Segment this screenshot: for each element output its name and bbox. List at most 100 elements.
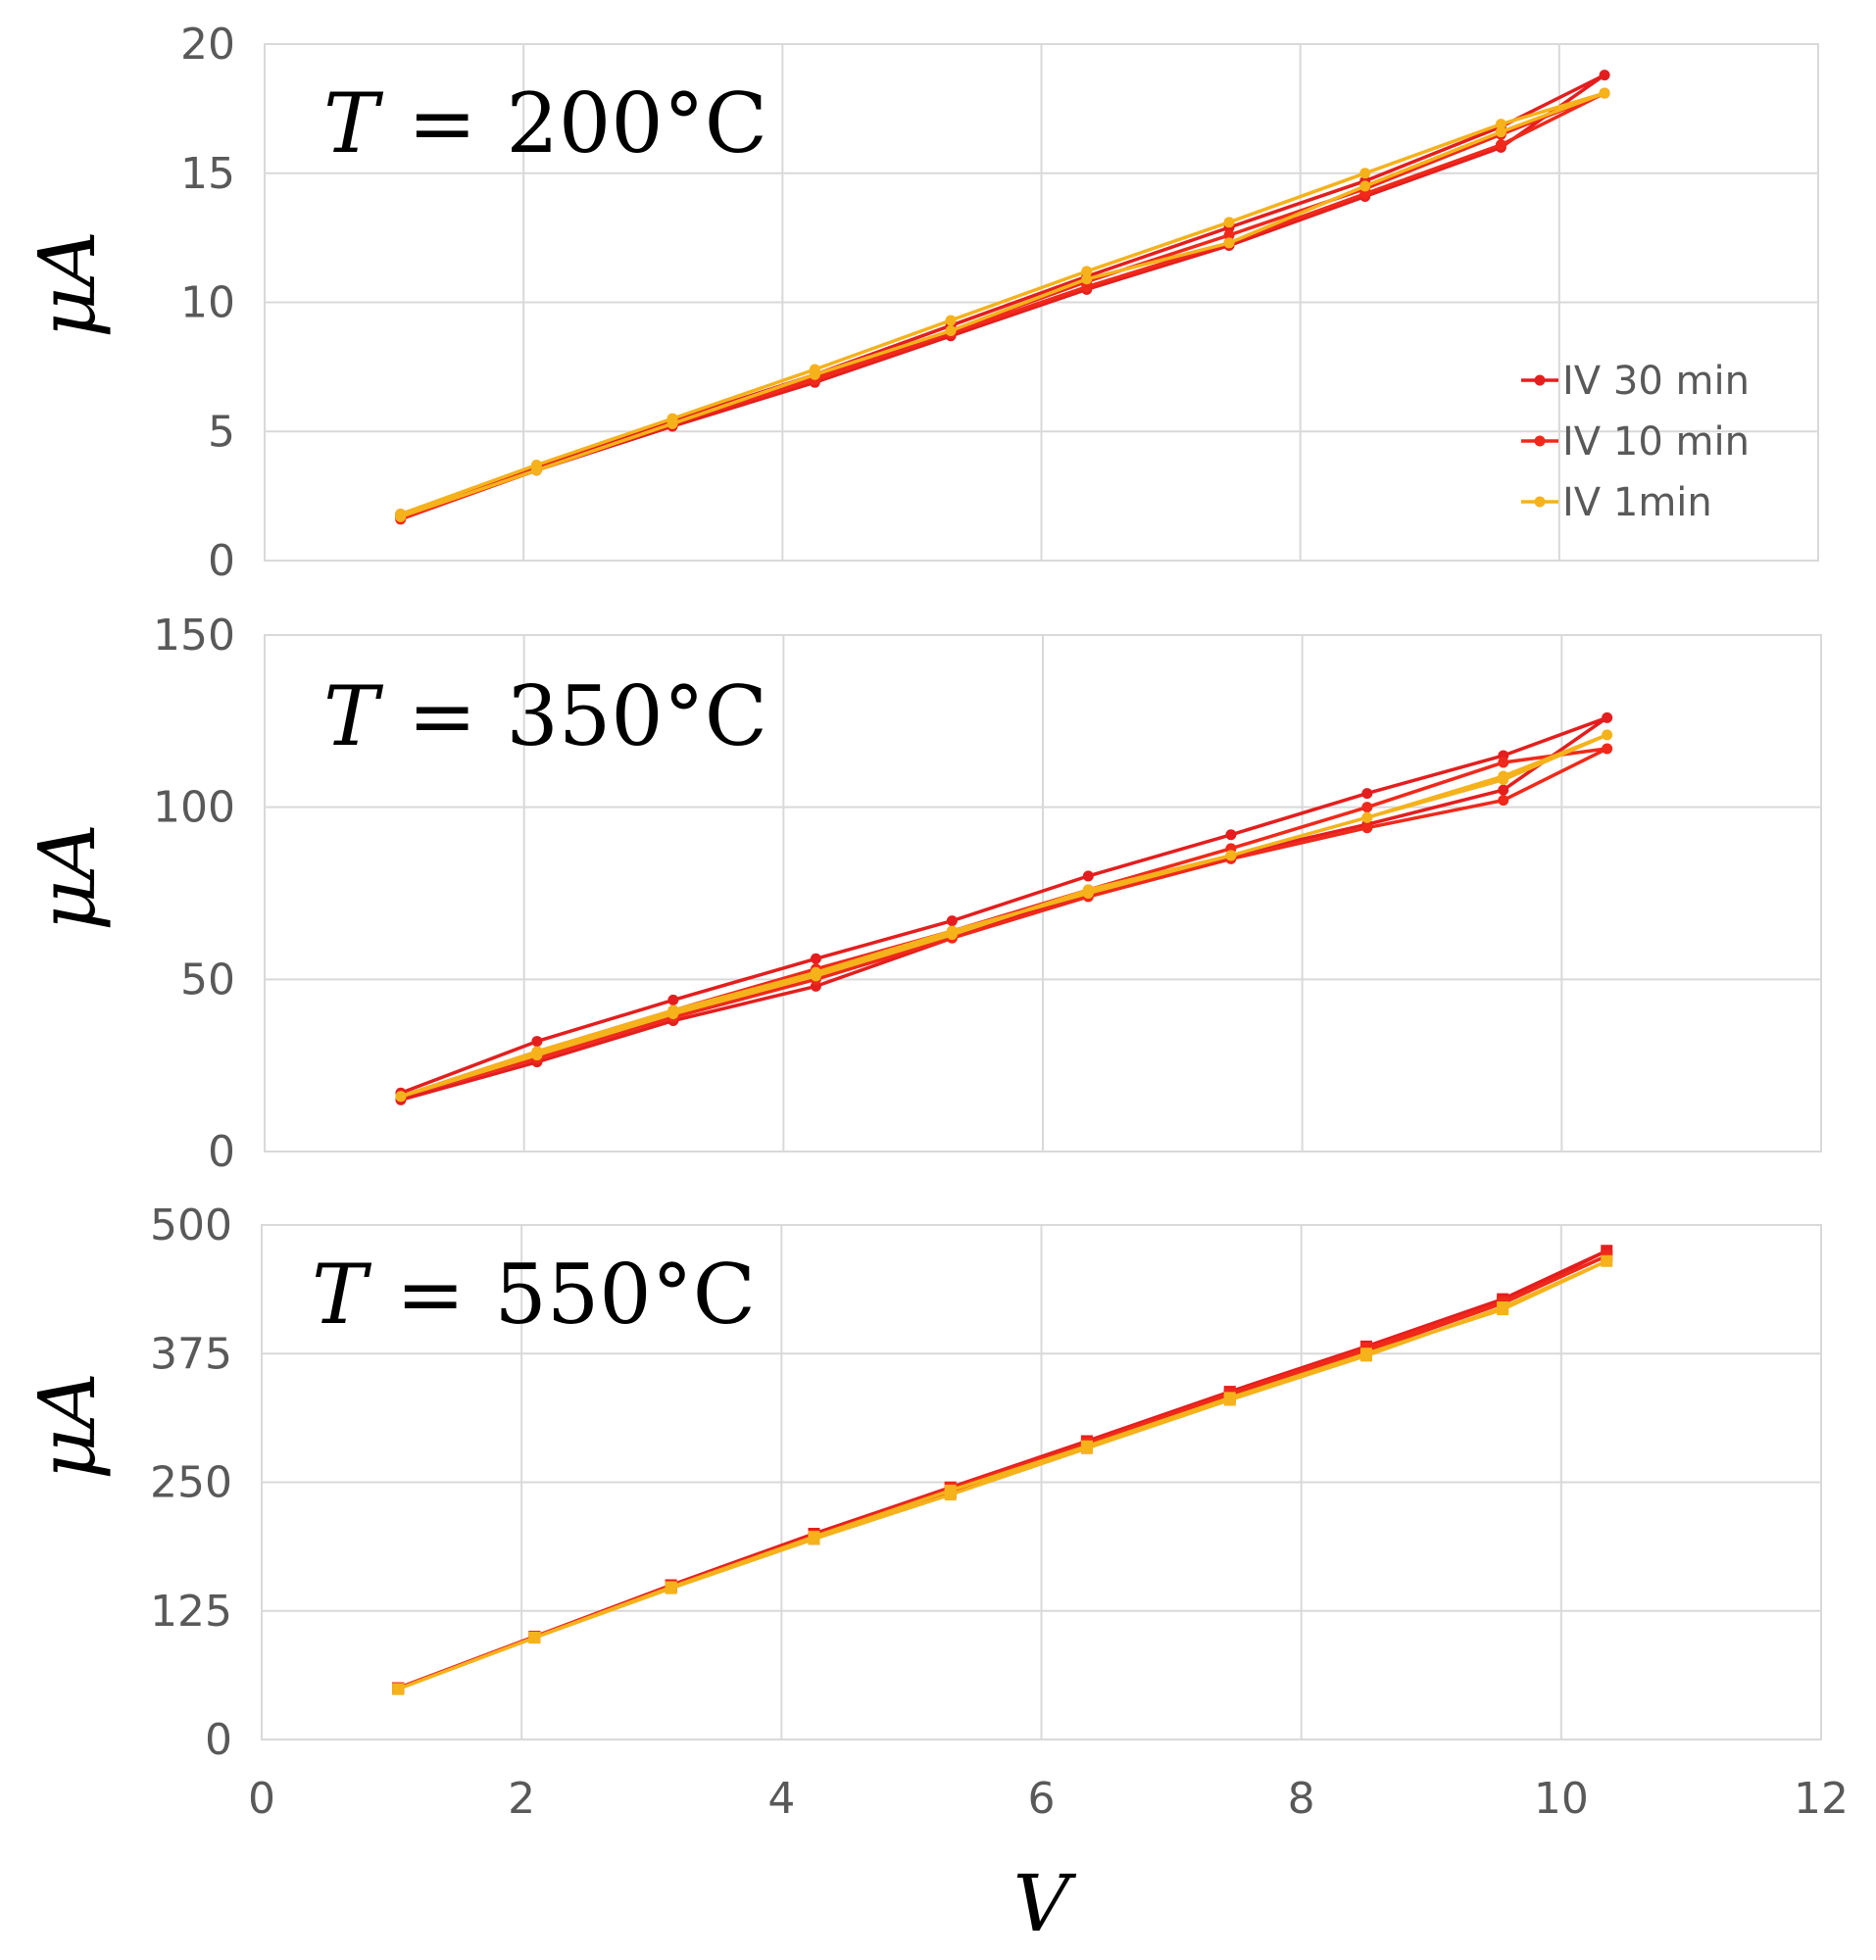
data-point — [1081, 281, 1093, 293]
data-point — [1082, 870, 1094, 882]
y-tick-label: 15 — [180, 149, 235, 199]
data-point — [1359, 168, 1371, 179]
x-axis-title: V — [1013, 1858, 1077, 1949]
data-point — [531, 1036, 543, 1048]
legend-swatch-marker — [1534, 496, 1546, 508]
data-point — [809, 368, 820, 380]
x-tick-label: 12 — [1794, 1774, 1849, 1824]
data-point — [1498, 774, 1509, 786]
y-tick-label: 10 — [180, 278, 235, 328]
temperature-annotation: T = 350°C — [323, 668, 767, 764]
y-tick-label: 375 — [150, 1329, 232, 1379]
panel-200c: 0 5 10 15 20 μA T = 200°C IV 30 min IV 10 min IV 1m… — [22, 20, 1819, 586]
legend-swatch-marker — [1534, 435, 1546, 447]
data-point — [1359, 1349, 1372, 1362]
legend-swatch-marker — [1534, 374, 1546, 386]
legend-item: IV 1min — [1521, 480, 1712, 525]
plot-area — [261, 1224, 1822, 1740]
data-point — [1498, 795, 1509, 807]
y-tick-label: 5 — [208, 407, 235, 457]
data-point — [528, 1632, 541, 1644]
panel-350c: 0 50 100 150 μA T = 350°C — [22, 611, 1822, 1177]
gridlines — [262, 1225, 1821, 1740]
series-3 — [395, 87, 1610, 522]
data-point — [666, 417, 678, 429]
annotation-equals: = — [396, 1247, 465, 1343]
legend: IV 30 min IV 10 min IV 1min — [1521, 359, 1750, 525]
data-point — [1599, 87, 1610, 99]
annotation-value: 550°C — [494, 1247, 756, 1343]
data-point — [1359, 180, 1371, 192]
data-point — [810, 970, 821, 982]
temperature-annotation: T = 200°C — [323, 75, 767, 172]
data-point — [667, 1007, 679, 1019]
data-point — [1495, 119, 1506, 130]
data-point — [1223, 229, 1235, 241]
annotation-variable: T — [323, 668, 384, 764]
gridlines — [265, 635, 1821, 1152]
data-point — [395, 1091, 407, 1102]
data-point — [1081, 266, 1093, 277]
data-point — [1223, 217, 1235, 228]
data-point — [665, 1582, 677, 1594]
y-tick-label: 500 — [150, 1200, 232, 1250]
data-point — [1225, 829, 1237, 841]
data-point — [392, 1683, 405, 1695]
y-tick-label: 0 — [205, 1715, 232, 1765]
y-tick-label: 100 — [153, 783, 235, 833]
data-point — [531, 1050, 543, 1061]
data-point — [1082, 884, 1094, 896]
annotation-variable: T — [323, 75, 384, 172]
annotation-variable: T — [312, 1247, 372, 1343]
data-point — [1495, 126, 1506, 138]
data-point — [1081, 273, 1093, 285]
data-point — [1498, 784, 1509, 796]
legend-item: IV 30 min — [1521, 359, 1750, 404]
legend-item: IV 10 min — [1521, 419, 1750, 465]
data-point — [946, 915, 958, 927]
legend-label: IV 30 min — [1562, 359, 1750, 404]
annotation-value: 200°C — [506, 75, 767, 172]
data-point — [395, 511, 407, 522]
y-tick-label: 50 — [180, 955, 235, 1004]
data-point — [1361, 802, 1373, 813]
data-point — [1080, 1442, 1093, 1454]
y-tick-label: 20 — [180, 20, 235, 70]
annotation-equals: = — [408, 668, 476, 764]
x-tick-label: 0 — [248, 1774, 275, 1824]
data-point — [1361, 788, 1373, 800]
data-point — [1223, 237, 1235, 249]
data-point — [945, 324, 957, 336]
legend-label: IV 10 min — [1562, 419, 1750, 465]
data-point — [1599, 70, 1610, 81]
x-tick-label: 4 — [767, 1774, 795, 1824]
data-point — [1495, 139, 1506, 151]
y-axis-title: μA — [22, 823, 113, 931]
data-point — [1602, 711, 1613, 723]
data-point — [1498, 757, 1509, 768]
legend-label: IV 1min — [1562, 480, 1712, 525]
y-tick-label: 150 — [153, 611, 235, 661]
series-3 — [392, 1254, 1613, 1695]
panel-550c: 0 125 250 375 500 0 2 4 6 8 10 12 μA V T = 550°C — [22, 1200, 1849, 1949]
y-tick-label: 0 — [208, 1127, 235, 1177]
data-point — [944, 1489, 957, 1501]
data-point — [1602, 729, 1613, 741]
y-tick-label: 250 — [150, 1458, 232, 1508]
data-point — [1361, 811, 1373, 823]
x-tick-label: 2 — [508, 1774, 535, 1824]
data-point — [945, 315, 957, 326]
data-point — [1361, 822, 1373, 834]
y-axis-title: μA — [22, 230, 113, 338]
y-axis-title: μA — [22, 1372, 113, 1480]
data-point — [667, 994, 679, 1005]
data-point — [1225, 850, 1237, 861]
data-point — [1497, 1301, 1509, 1313]
data-point — [1602, 743, 1613, 755]
data-point — [1359, 188, 1371, 200]
data-point — [946, 929, 958, 941]
x-tick-label: 8 — [1288, 1774, 1315, 1824]
data-point — [1223, 1394, 1236, 1406]
annotation-value: 350°C — [506, 668, 767, 764]
